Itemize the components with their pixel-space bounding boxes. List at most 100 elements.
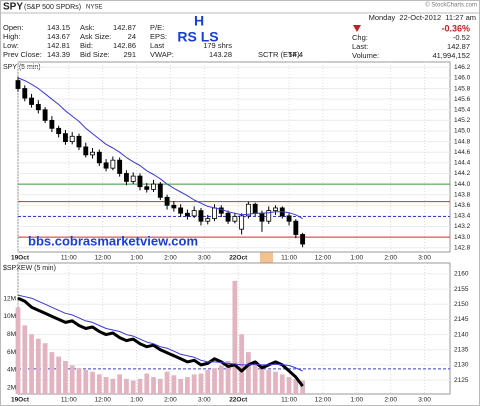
quote-value: 142.87: [113, 23, 136, 32]
quote-label: P/E:: [150, 23, 164, 32]
x-tick-label: 1:00: [350, 255, 363, 262]
y2-tick-label: 8M: [7, 331, 16, 338]
candle-body: [15, 80, 21, 89]
candle-body: [191, 210, 197, 217]
volume-bar: [232, 280, 238, 394]
x-tick-label: 19Oct: [11, 397, 30, 404]
quote-label: Bid:: [80, 41, 93, 50]
volume-bar: [157, 378, 163, 394]
volume-bar: [22, 325, 28, 394]
x-tick-label: 3:00: [418, 255, 431, 262]
x-tick-label: 12:00: [315, 397, 332, 404]
y-tick-label: 143.0: [454, 234, 471, 241]
x-tick-label: 3:00: [198, 397, 211, 404]
candle-body: [245, 203, 251, 217]
candle-body: [212, 207, 217, 219]
candle-body: [117, 159, 123, 174]
y2-tick-label: 12M: [3, 295, 16, 302]
plot-area: [17, 61, 451, 253]
x-tick-label: 2:00: [164, 255, 177, 262]
quote-value: 143.67: [47, 32, 70, 41]
y-tick-label: 146.0: [454, 75, 471, 82]
candle-body: [164, 196, 170, 206]
y-tick-label: 2160: [454, 271, 469, 278]
x-tick-label: 22Oct: [229, 397, 248, 404]
quote-value: 143.39: [47, 50, 70, 59]
volume-bar: [83, 369, 89, 394]
candle-body: [63, 133, 68, 143]
x-tick-label: 1:00: [350, 397, 363, 404]
symbol: SPY: [3, 2, 23, 13]
volume-bar: [178, 378, 184, 394]
candle-body: [49, 119, 55, 129]
change-pct: -0.36%: [441, 23, 470, 33]
quote-label: SCTR (ETF):: [258, 50, 302, 59]
volume-bar: [35, 338, 41, 394]
candle-body: [273, 207, 278, 212]
candle-body: [42, 109, 48, 121]
volume-bar: [293, 378, 299, 394]
candle-body: [252, 203, 258, 214]
quote-label: Ask:: [80, 23, 95, 32]
candle-body: [293, 220, 299, 235]
y2-tick-label: 4M: [7, 367, 16, 374]
y-tick-label: 145.4: [454, 106, 471, 113]
volume-bar: [286, 377, 292, 394]
candle-body: [83, 146, 89, 156]
candle-body: [266, 210, 272, 222]
candle-body: [56, 127, 62, 135]
quote-label: High:: [3, 32, 21, 41]
x-tick-label: 12:00: [315, 255, 332, 262]
candle-body: [225, 212, 231, 222]
y-tick-label: 143.4: [454, 213, 471, 220]
x-tick-label: 11:00: [281, 397, 297, 404]
y-tick-label: 145.2: [454, 117, 471, 124]
x-tick-label: 1:00: [130, 255, 143, 262]
quote-value: 143.28: [209, 50, 232, 59]
volume-bar: [164, 371, 170, 394]
quote-value: 179 shrs: [203, 41, 232, 50]
candle-body: [76, 135, 82, 148]
y-tick-label: 144.4: [454, 160, 471, 167]
volume-bar: [29, 334, 34, 394]
volume-bar: [205, 369, 211, 394]
y-tick-label: 142.8: [454, 244, 471, 251]
x-tick-label: 3:00: [198, 255, 211, 262]
volume-bar: [151, 377, 156, 394]
candle-body: [239, 215, 245, 230]
candle-body: [157, 183, 163, 198]
exchange: NYSE: [86, 5, 102, 11]
datetime: Monday 22-Oct-2012 11:27 am: [369, 13, 476, 22]
volume-bar: [110, 378, 116, 394]
volume-bar: [63, 361, 68, 394]
volume-bar: [144, 373, 150, 394]
y-tick-label: 145.8: [454, 85, 471, 92]
volume-bar: [90, 371, 95, 394]
volume-bar: [239, 334, 244, 394]
plots: SPY (5 min)142.8143.0143.2143.4143.6143.…: [3, 61, 471, 404]
candle-body: [184, 212, 190, 217]
quote-label: Ask Size:: [80, 32, 111, 41]
candle-body: [144, 186, 150, 190]
quote-value: 24: [128, 32, 136, 41]
watermark: © StockCharts.com: [425, 2, 477, 9]
quote-label: VWAP:: [150, 50, 174, 59]
volume-bar: [117, 374, 123, 394]
y-tick-label: 2140: [454, 331, 469, 338]
x-tick-label: 2:00: [384, 397, 397, 404]
down-arrow: [353, 25, 361, 32]
volume-bar: [171, 375, 177, 394]
x-tick-label: 3:00: [418, 397, 431, 404]
candle-body: [286, 215, 292, 222]
x-tick-label: 22Oct: [229, 255, 248, 262]
x-tick-label: 11:00: [61, 255, 77, 262]
volume-bar: [76, 368, 82, 394]
candle-body: [103, 162, 109, 169]
volume-bar: [266, 369, 272, 394]
y-tick-label: 144.8: [454, 138, 471, 145]
x-tick-label: 2:00: [164, 397, 177, 404]
summary-label: Chg:: [352, 33, 368, 42]
volume-bar: [56, 356, 62, 394]
volume-bar: [124, 378, 129, 394]
